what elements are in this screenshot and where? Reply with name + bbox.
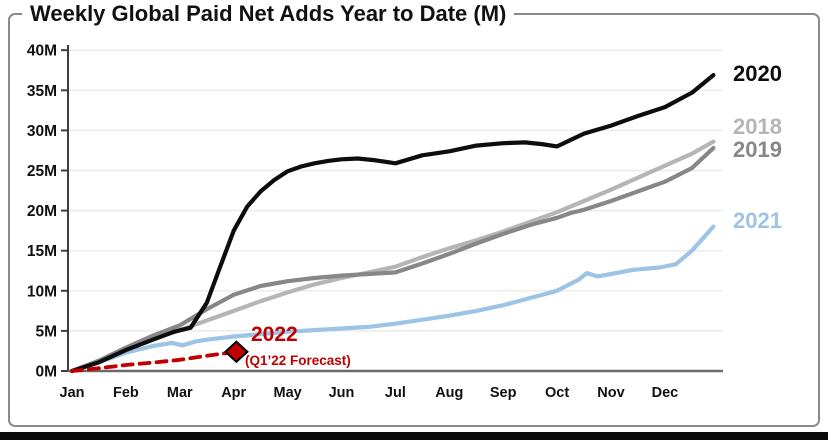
y-tick-label-10M: 10M [27, 283, 57, 300]
x-tick-label-May: May [273, 385, 301, 401]
annotation-2022-forecast: (Q1’22 Forecast) [245, 353, 351, 368]
x-tick-label-Jul: Jul [385, 385, 406, 401]
x-tick-label-Feb: Feb [113, 385, 139, 401]
x-tick-label-Dec: Dec [652, 385, 679, 401]
series-line-2021 [69, 224, 716, 374]
y-tick-label-15M: 15M [27, 243, 57, 260]
chart-title: Weekly Global Paid Net Adds Year to Date… [22, 1, 515, 27]
annotation-2022-label: 2022 [251, 323, 298, 346]
x-tick-label-Jan: Jan [60, 385, 85, 401]
legend-2019: 2019 [733, 137, 782, 162]
x-tick-label-Aug: Aug [435, 385, 463, 401]
forecast-diamond-marker [223, 340, 249, 364]
x-tick-label-Nov: Nov [597, 385, 624, 401]
legend-2018: 2018 [733, 114, 782, 139]
series-line-2019 [69, 145, 716, 374]
x-tick-label-Oct: Oct [545, 385, 569, 401]
series-line-2022 [70, 349, 239, 373]
series-line-2018 [69, 139, 716, 374]
legend-2021: 2021 [733, 208, 782, 233]
y-tick-label-25M: 25M [27, 163, 57, 180]
legend-2020: 2020 [733, 61, 782, 86]
x-tick-label-Mar: Mar [167, 385, 193, 401]
bottom-edge-bar [0, 432, 828, 440]
y-tick-label-5M: 5M [35, 323, 57, 340]
y-tick-label-40M: 40M [27, 43, 57, 60]
x-tick-label-Sep: Sep [490, 385, 517, 401]
y-tick-label-20M: 20M [27, 203, 57, 220]
y-tick-label-35M: 35M [27, 83, 57, 100]
series-line-2020 [69, 72, 716, 374]
x-tick-label-Apr: Apr [221, 385, 246, 401]
x-tick-label-Jun: Jun [329, 385, 355, 401]
y-tick-label-0M: 0M [35, 364, 57, 381]
y-tick-label-30M: 30M [27, 123, 57, 140]
